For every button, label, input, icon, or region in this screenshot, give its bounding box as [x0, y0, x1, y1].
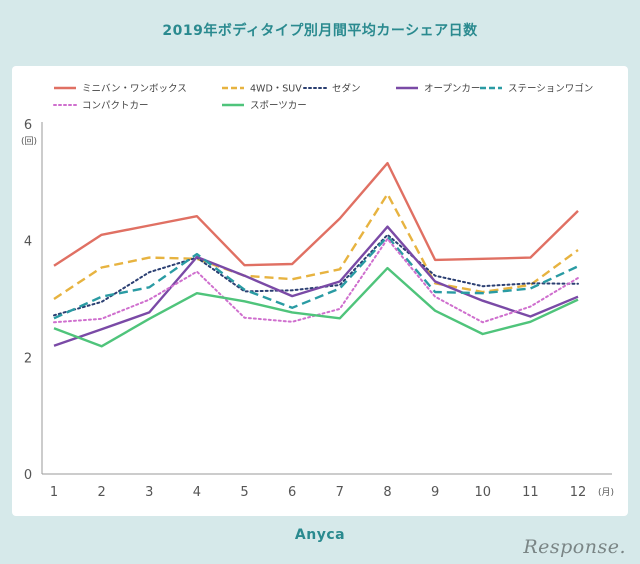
chart-card: 0 2 4 6 (回) 1 2 3 4 5 6 7 8 9 10 11 12 (月) ミニバン・ワンボックス 4WD・… [12, 66, 628, 516]
x-tick-label: 11 [522, 485, 539, 500]
legend-label-4: ステーションワゴン [508, 83, 593, 95]
legend-label-0: ミニバン・ワンボックス [82, 84, 187, 95]
legend-label-5: コンパクトカー [82, 101, 149, 112]
x-tick-label: 8 [383, 485, 391, 500]
series-line-3 [53, 225, 579, 347]
series-line-6 [53, 266, 579, 348]
series-line-2 [53, 233, 579, 317]
chart-title: 2019年ボディタイプ別月間平均カーシェア日数 [162, 23, 478, 39]
y-tick-label: 4 [24, 235, 32, 250]
brand-label: Anyca [294, 527, 346, 543]
series-line-1 [53, 192, 579, 301]
series-line-4 [53, 235, 579, 320]
series-line-0 [53, 161, 579, 267]
y-tick-label: 0 [24, 468, 32, 483]
y-tick-label: 2 [24, 351, 32, 366]
x-tick-label: 6 [288, 485, 296, 500]
x-tick-label: 1 [50, 485, 58, 500]
x-tick-label: 10 [474, 485, 491, 500]
legend-label-3: オープンカー [424, 84, 480, 95]
legend-label-2: セダン [332, 83, 361, 95]
y-tick-label: 6 [24, 118, 32, 133]
x-tick-label: 2 [97, 485, 105, 500]
legend-label-1: 4WD・SUV [250, 84, 302, 95]
legend-label-6: スポーツカー [250, 101, 307, 112]
x-tick-label: 9 [431, 485, 439, 500]
x-tick-label: 3 [145, 485, 153, 500]
x-tick-label: 12 [570, 485, 587, 500]
x-tick-label: 7 [336, 485, 344, 500]
watermark-logo: Response. [523, 536, 626, 558]
x-tick-label: 4 [193, 485, 201, 500]
series-line-5 [53, 237, 579, 324]
x-axis-unit: (月) [598, 487, 614, 498]
x-tick-label: 5 [240, 485, 248, 500]
y-axis-unit: (回) [21, 136, 37, 147]
